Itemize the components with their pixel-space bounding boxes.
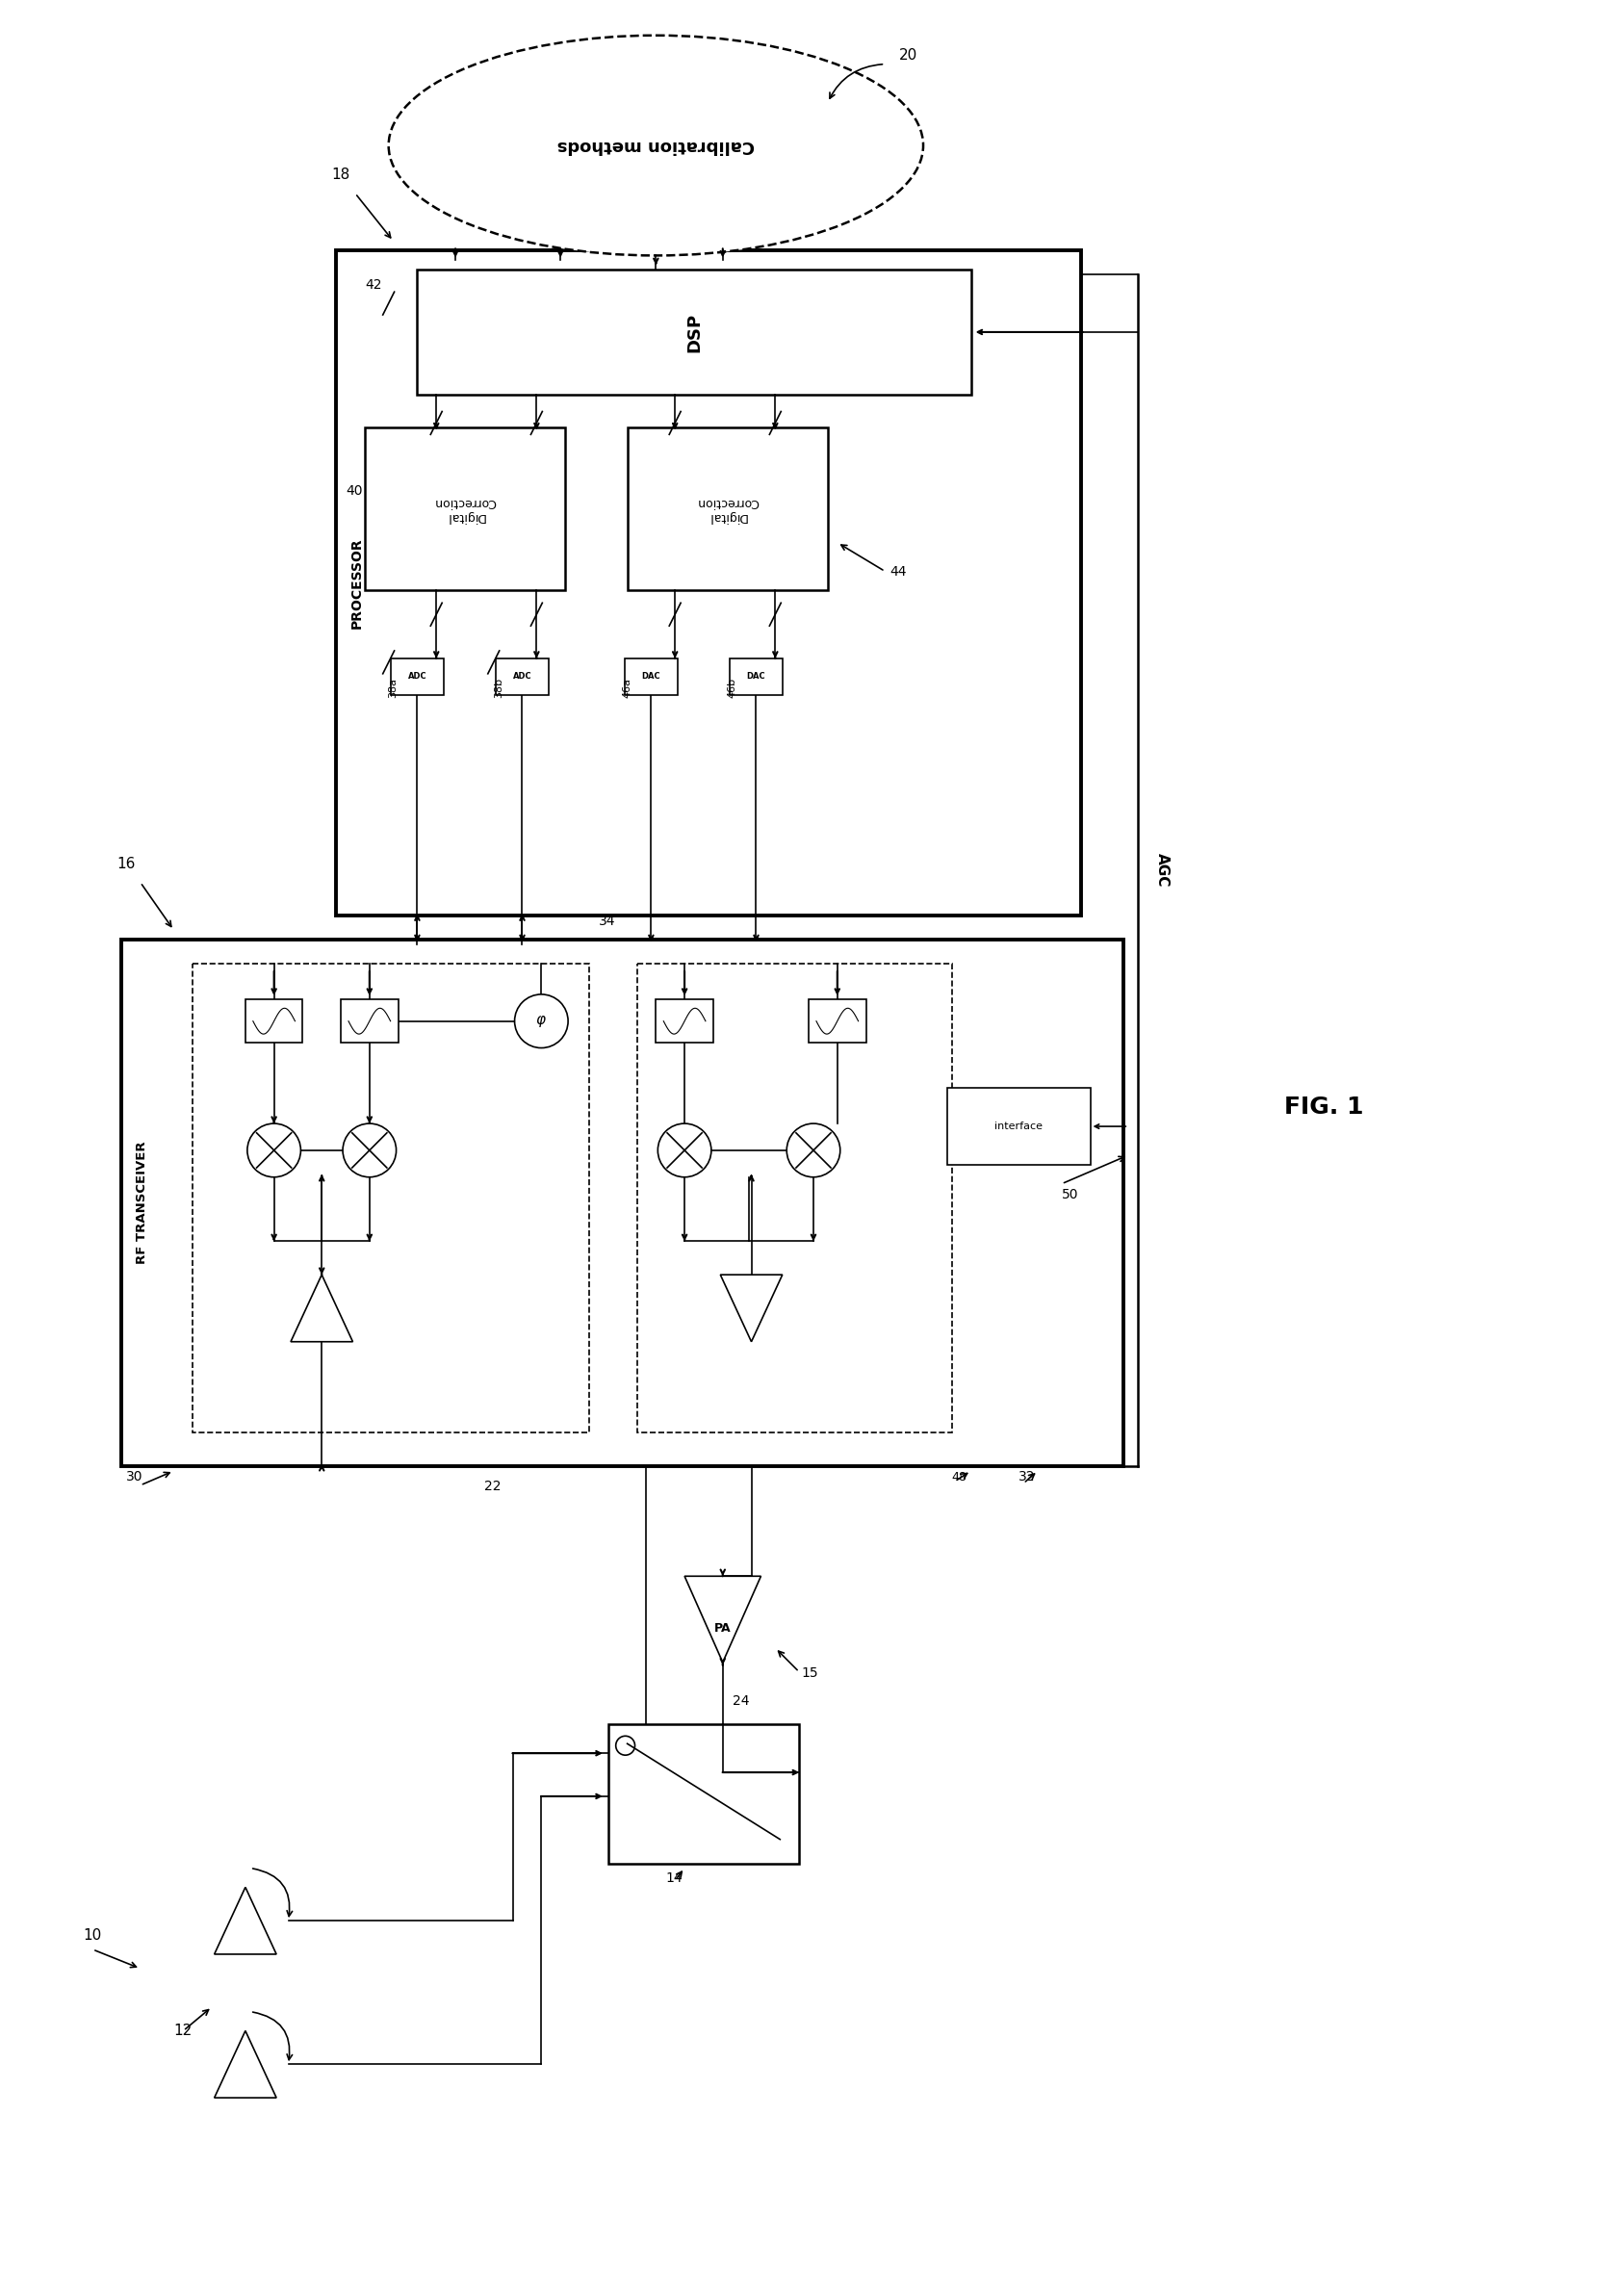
Text: ADC: ADC	[513, 672, 531, 681]
Text: 20: 20	[900, 48, 918, 61]
Text: 18: 18	[331, 168, 349, 182]
Text: FIG. 1: FIG. 1	[1285, 1096, 1364, 1119]
Bar	[417, 270, 971, 395]
Circle shape	[343, 1124, 396, 1178]
Text: Digital
Correction: Digital Correction	[697, 495, 758, 522]
Text: 34: 34	[599, 915, 615, 928]
Text: $\varphi$: $\varphi$	[536, 1012, 547, 1028]
Bar	[637, 965, 952, 1432]
Circle shape	[515, 994, 568, 1049]
Text: 50: 50	[1062, 1187, 1078, 1201]
Text: 38a: 38a	[388, 676, 398, 697]
Bar	[336, 250, 1080, 915]
Text: 40: 40	[346, 484, 362, 497]
Text: DSP: DSP	[685, 313, 703, 352]
Text: 48: 48	[952, 1471, 968, 1482]
Polygon shape	[214, 2032, 276, 2097]
Text: 38b: 38b	[494, 676, 503, 697]
Polygon shape	[214, 1886, 276, 1954]
Text: interface: interface	[994, 1121, 1043, 1130]
Text: Digital
Correction: Digital Correction	[434, 495, 495, 522]
Text: 32: 32	[1018, 1471, 1036, 1482]
Text: PROCESSOR: PROCESSOR	[351, 538, 364, 629]
Bar	[245, 999, 302, 1042]
Polygon shape	[721, 1276, 783, 1342]
Polygon shape	[291, 1276, 352, 1342]
Circle shape	[658, 1124, 711, 1178]
Text: 14: 14	[666, 1873, 682, 1886]
Text: 15: 15	[801, 1666, 818, 1680]
Text: 46b: 46b	[728, 676, 737, 697]
Text: 22: 22	[484, 1480, 500, 1494]
Bar	[656, 999, 713, 1042]
Text: RF TRANSCEIVER: RF TRANSCEIVER	[136, 1142, 148, 1264]
Text: PA: PA	[715, 1623, 731, 1634]
Bar	[625, 658, 677, 695]
Bar	[495, 658, 549, 695]
Bar	[607, 1725, 799, 1864]
Text: 44: 44	[890, 565, 906, 579]
Text: Calibration methods: Calibration methods	[557, 136, 755, 154]
Text: DAC: DAC	[747, 672, 765, 681]
Ellipse shape	[388, 36, 922, 257]
Text: DAC: DAC	[641, 672, 661, 681]
Text: 46a: 46a	[622, 676, 632, 697]
Text: 16: 16	[117, 856, 135, 872]
Text: 10: 10	[83, 1927, 102, 1943]
Polygon shape	[685, 1575, 762, 1662]
Text: AGC: AGC	[1155, 854, 1169, 888]
Bar	[122, 940, 1124, 1466]
Bar	[365, 427, 565, 590]
Bar	[809, 999, 866, 1042]
Bar	[193, 965, 590, 1432]
Text: 30: 30	[127, 1471, 143, 1482]
Text: 24: 24	[732, 1696, 749, 1709]
Text: 42: 42	[365, 279, 382, 293]
Bar	[947, 1087, 1090, 1165]
Bar	[627, 427, 828, 590]
Circle shape	[247, 1124, 300, 1178]
Bar	[729, 658, 783, 695]
Bar	[391, 658, 443, 695]
Circle shape	[786, 1124, 840, 1178]
Text: ADC: ADC	[408, 672, 427, 681]
Text: 12: 12	[174, 2025, 192, 2038]
Bar	[341, 999, 398, 1042]
